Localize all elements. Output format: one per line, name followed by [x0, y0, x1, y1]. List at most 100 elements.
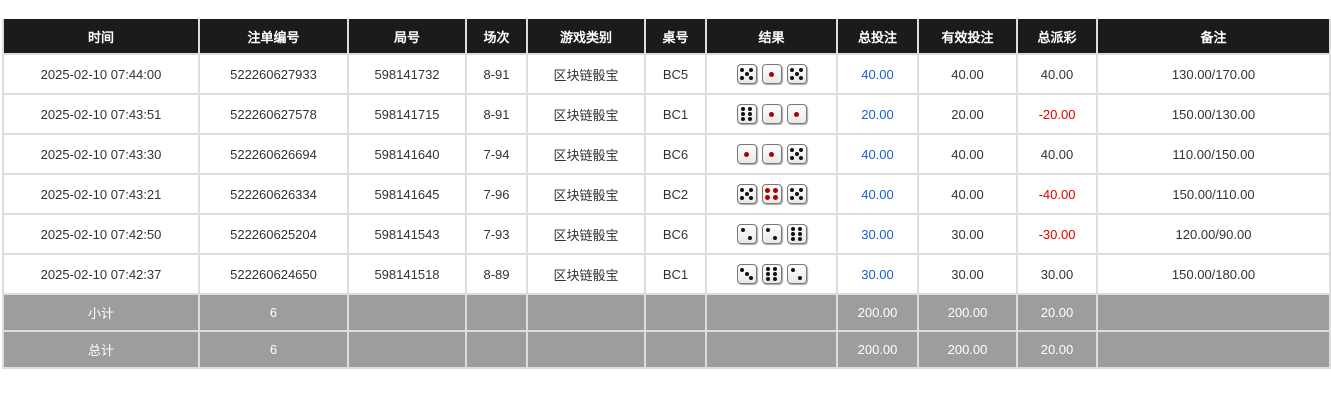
subtotal-row: 小计 6 200.00 200.00 20.00: [2, 293, 1331, 332]
result-cell: [705, 253, 838, 295]
game-cell: 区块链骰宝: [526, 213, 646, 255]
payout-cell: 40.00: [1016, 133, 1098, 175]
subtotal-label: 小计: [2, 293, 200, 332]
valid-bet-cell: 40.00: [917, 133, 1018, 175]
game-cell: 区块链骰宝: [526, 173, 646, 215]
note-cell: 130.00/170.00: [1096, 53, 1331, 95]
payout-cell: 30.00: [1016, 253, 1098, 295]
table-cell: BC1: [644, 93, 707, 135]
header-total-bet: 总投注: [836, 19, 919, 55]
note-cell: 110.00/150.00: [1096, 133, 1331, 175]
table-row: 2025-02-10 07:43:21 522260626334 598141645…: [2, 173, 1331, 215]
die-1-icon: [761, 144, 782, 164]
total-bet-cell: 40.00: [836, 53, 919, 95]
header-game: 游戏类别: [526, 19, 646, 55]
note-cell: 150.00/180.00: [1096, 253, 1331, 295]
time-cell: 2025-02-10 07:43:30: [2, 133, 200, 175]
dice-result: [736, 224, 807, 244]
header-bet-id: 注单编号: [198, 19, 349, 55]
payout-cell: 40.00: [1016, 53, 1098, 95]
round-cell: 598141732: [347, 53, 467, 95]
total-count: 6: [198, 330, 349, 369]
session-cell: 8-91: [465, 93, 528, 135]
header-valid-bet: 有效投注: [917, 19, 1018, 55]
valid-bet-cell: 30.00: [917, 253, 1018, 295]
game-cell: 区块链骰宝: [526, 93, 646, 135]
table-cell: BC5: [644, 53, 707, 95]
die-2-icon: [786, 264, 807, 284]
session-cell: 8-89: [465, 253, 528, 295]
header-time: 时间: [2, 19, 200, 55]
round-cell: 598141543: [347, 213, 467, 255]
time-cell: 2025-02-10 07:43:51: [2, 93, 200, 135]
time-cell: 2025-02-10 07:42:50: [2, 213, 200, 255]
total-bet-cell: 40.00: [836, 173, 919, 215]
header-result: 结果: [705, 19, 838, 55]
die-5-icon: [736, 184, 757, 204]
subtotal-total-bet: 200.00: [836, 293, 919, 332]
die-2-icon: [761, 224, 782, 244]
table-row: 2025-02-10 07:42:37 522260624650 598141518…: [2, 253, 1331, 295]
time-cell: 2025-02-10 07:42:37: [2, 253, 200, 295]
dice-result: [736, 104, 807, 124]
dice-result: [736, 144, 807, 164]
session-cell: 7-94: [465, 133, 528, 175]
table-row: 2025-02-10 07:42:50 522260625204 598141543…: [2, 213, 1331, 255]
total-bet-cell: 40.00: [836, 133, 919, 175]
time-cell: 2025-02-10 07:43:21: [2, 173, 200, 215]
subtotal-payout: 20.00: [1016, 293, 1098, 332]
result-cell: [705, 53, 838, 95]
bet-id-cell: 522260626334: [198, 173, 349, 215]
bet-id-cell: 522260627933: [198, 53, 349, 95]
table-row: 2025-02-10 07:44:00 522260627933 598141732…: [2, 53, 1331, 95]
payout-cell: -40.00: [1016, 173, 1098, 215]
total-bet-cell: 30.00: [836, 253, 919, 295]
die-6-icon: [761, 264, 782, 284]
die-1-icon: [736, 144, 757, 164]
dice-result: [736, 64, 807, 84]
valid-bet-cell: 40.00: [917, 53, 1018, 95]
header-note: 备注: [1096, 19, 1331, 55]
header-row: 时间 注单编号 局号 场次 游戏类别 桌号 结果 总投注 有效投注 总派彩 备注: [2, 19, 1331, 55]
time-cell: 2025-02-10 07:44:00: [2, 53, 200, 95]
total-total-bet: 200.00: [836, 330, 919, 369]
die-2-icon: [736, 224, 757, 244]
session-cell: 7-96: [465, 173, 528, 215]
die-5-icon: [786, 184, 807, 204]
total-valid-bet: 200.00: [917, 330, 1018, 369]
session-cell: 7-93: [465, 213, 528, 255]
die-1-icon: [761, 104, 782, 124]
die-5-icon: [736, 64, 757, 84]
valid-bet-cell: 40.00: [917, 173, 1018, 215]
table-cell: BC6: [644, 213, 707, 255]
die-1-icon: [761, 64, 782, 84]
die-6-icon: [736, 104, 757, 124]
total-bet-cell: 30.00: [836, 213, 919, 255]
table-cell: BC6: [644, 133, 707, 175]
die-5-icon: [786, 144, 807, 164]
header-table: 桌号: [644, 19, 707, 55]
result-cell: [705, 213, 838, 255]
round-cell: 598141640: [347, 133, 467, 175]
round-cell: 598141518: [347, 253, 467, 295]
total-payout: 20.00: [1016, 330, 1098, 369]
game-cell: 区块链骰宝: [526, 53, 646, 95]
dice-result: [736, 184, 807, 204]
note-cell: 120.00/90.00: [1096, 213, 1331, 255]
header-round: 局号: [347, 19, 467, 55]
result-cell: [705, 93, 838, 135]
table-cell: BC2: [644, 173, 707, 215]
game-cell: 区块链骰宝: [526, 253, 646, 295]
header-session: 场次: [465, 19, 528, 55]
dice-result: [736, 264, 807, 284]
table-row: 2025-02-10 07:43:30 522260626694 598141640…: [2, 133, 1331, 175]
bet-id-cell: 522260625204: [198, 213, 349, 255]
note-cell: 150.00/110.00: [1096, 173, 1331, 215]
round-cell: 598141715: [347, 93, 467, 135]
total-row: 总计 6 200.00 200.00 20.00: [2, 330, 1331, 369]
round-cell: 598141645: [347, 173, 467, 215]
valid-bet-cell: 30.00: [917, 213, 1018, 255]
die-1-icon: [786, 104, 807, 124]
result-cell: [705, 133, 838, 175]
bet-id-cell: 522260627578: [198, 93, 349, 135]
